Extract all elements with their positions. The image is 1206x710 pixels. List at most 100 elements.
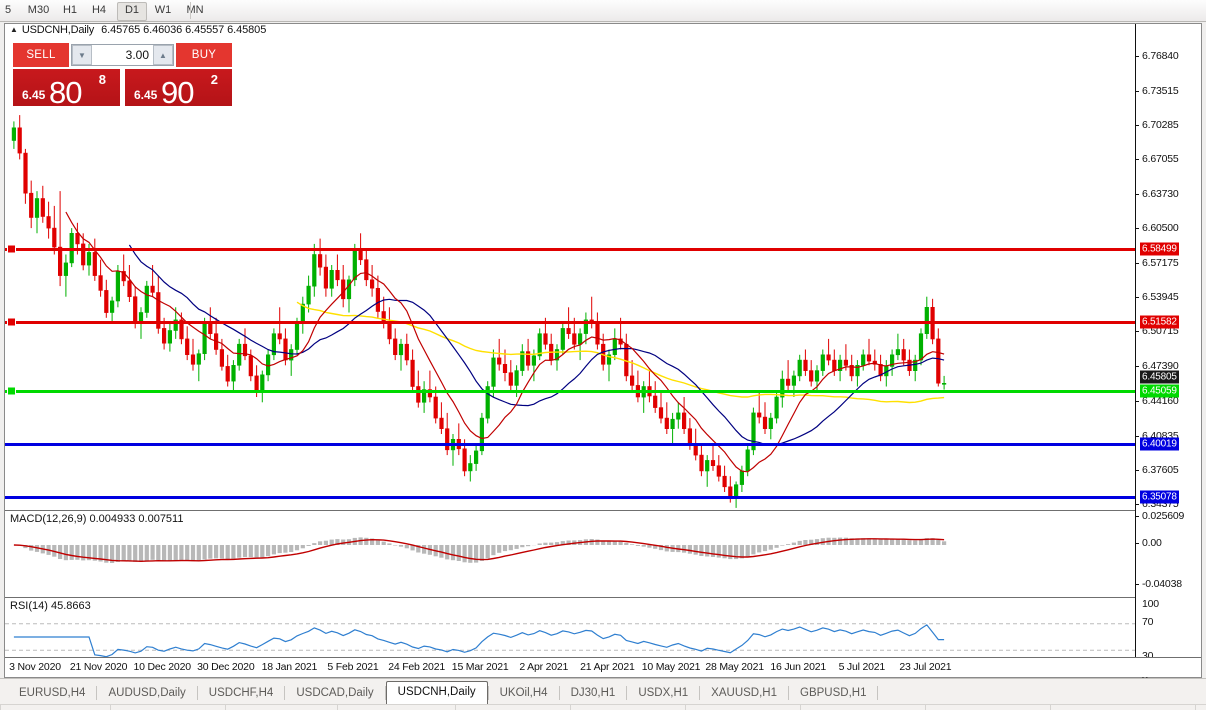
sell-price-prefix: 6.45 — [22, 88, 46, 102]
axis-price-label: 6.60500 — [1142, 222, 1179, 235]
date-label: 5 Jul 2021 — [838, 661, 886, 673]
macd-pane[interactable]: MACD(12,26,9) 0.004933 0.007511 — [5, 511, 1201, 597]
date-label: 2 Apr 2021 — [519, 661, 569, 673]
tab-divider — [284, 686, 286, 700]
rsi-scale-label: 30 — [1142, 650, 1154, 662]
axis-price-label: 6.47390 — [1142, 360, 1179, 373]
axis-tick — [1135, 124, 1139, 126]
date-label: 28 May 2021 — [705, 661, 764, 673]
tab-divider — [699, 686, 701, 700]
axis-price-label: 6.67055 — [1142, 152, 1179, 165]
buy-price-prefix: 6.45 — [134, 88, 158, 102]
timeframe-m30[interactable]: M30 — [27, 4, 50, 16]
chart-ohlc-values: 6.45765 6.46036 6.45557 6.45805 — [101, 24, 267, 36]
tab-divider — [96, 686, 98, 700]
macd-tick — [1135, 584, 1139, 585]
sell-price-fraction: 8 — [98, 72, 106, 87]
symbol-tab-bar[interactable]: EURUSD,H4 AUDUSD,Daily USDCHF,H4 USDCAD,Dai… — [0, 678, 1206, 710]
timeframe-mn[interactable]: MN — [186, 4, 204, 16]
symbol-tab-xauusd[interactable]: XAUUSD,H1 — [711, 687, 777, 699]
symbol-tab-audusd[interactable]: AUDUSD,Daily — [108, 687, 186, 699]
symbol-tab-usdcnh[interactable]: USDCNH,Daily — [385, 681, 488, 705]
level-line-resistance-upper[interactable] — [5, 248, 1135, 252]
rsi-scale-label: 0 — [1142, 671, 1148, 683]
timeframe-h1[interactable]: H1 — [62, 4, 78, 16]
tab-divider — [788, 686, 789, 700]
level-price-tag-support-green[interactable]: 6.45059 — [1140, 384, 1179, 398]
level-price-tag-support-blue-1[interactable]: 6.40019 — [1140, 437, 1179, 451]
date-axis: 3 Nov 2020 21 Nov 2020 10 Dec 2020 30 Dec 2… — [5, 657, 1201, 677]
axis-tick — [1135, 503, 1139, 505]
volume-increase-icon[interactable]: ▲ — [153, 45, 173, 65]
axis-tick — [1135, 228, 1139, 230]
level-price-tag-resistance-upper[interactable]: 6.58499 — [1140, 242, 1179, 256]
date-label: 21 Apr 2021 — [580, 661, 635, 673]
timeframe-5[interactable]: 5 — [4, 4, 12, 16]
level-handle[interactable] — [7, 244, 16, 254]
volume-value: 3.00 — [125, 48, 149, 62]
pane-separator-2 — [5, 597, 1201, 598]
timeframe-w1[interactable]: W1 — [154, 4, 172, 16]
collapse-triangle-icon[interactable]: ▲ — [10, 25, 18, 34]
level-handle[interactable] — [7, 386, 16, 396]
level-line-support-green[interactable] — [5, 390, 1135, 394]
symbol-tab-dj30[interactable]: DJ30,H1 — [570, 687, 616, 699]
timeframe-h4[interactable]: H4 — [91, 4, 107, 16]
pane-separator-1 — [5, 510, 1201, 511]
trade-controls-row: SELL ▼ 3.00 ▲ BUY — [13, 43, 232, 67]
buy-price-fraction: 2 — [210, 72, 218, 87]
macd-scale-label: -0.04038 — [1142, 578, 1182, 590]
tab-divider — [487, 686, 489, 700]
timeframe-d1[interactable]: D1 — [117, 2, 147, 21]
level-price-tag-resistance-lower[interactable]: 6.51582 — [1140, 315, 1179, 329]
sell-price-block[interactable]: 6.45 80 8 — [13, 69, 120, 106]
chart-window[interactable]: ▲ USDCNH,Daily 6.45765 6.46036 6.45557 6.4… — [4, 23, 1202, 683]
price-axis[interactable]: 6.76840 6.73515 6.70285 6.67055 6.63730 6.605… — [1135, 24, 1201, 683]
symbol-tab-eurusd[interactable]: EURUSD,H4 — [19, 687, 86, 699]
symbol-tab-usdx[interactable]: USDX,H1 — [638, 687, 689, 699]
axis-tick — [1135, 55, 1139, 57]
axis-tick — [1135, 366, 1139, 368]
level-line-support-blue-2[interactable] — [5, 495, 1135, 499]
candlestick-chart — [11, 115, 947, 508]
tab-divider — [196, 686, 198, 700]
tab-divider — [626, 686, 628, 700]
date-label: 15 Mar 2021 — [451, 661, 509, 673]
level-price-tag-support-blue-2[interactable]: 6.35078 — [1140, 490, 1179, 503]
level-line-resistance-lower[interactable] — [5, 321, 1135, 325]
axis-price-label: 6.53945 — [1142, 291, 1179, 304]
toolbar-divider — [190, 2, 191, 19]
buy-button[interactable]: BUY — [176, 43, 232, 67]
macd-tick — [1135, 543, 1139, 544]
volume-decrease-icon[interactable]: ▼ — [72, 45, 92, 65]
symbol-tab-usdchf[interactable]: USDCHF,H4 — [208, 687, 274, 699]
tabbar-slots — [0, 705, 1206, 710]
symbol-tab-ukoil[interactable]: UKOil,H4 — [499, 687, 548, 699]
axis-tick — [1135, 400, 1139, 402]
volume-input[interactable]: ▼ 3.00 ▲ — [71, 44, 174, 66]
chart-symbol-label: USDCNH,Daily — [21, 24, 95, 36]
level-handle[interactable] — [7, 317, 16, 327]
axis-vertical-line — [1135, 24, 1136, 677]
one-click-trading-panel[interactable]: SELL ▼ 3.00 ▲ BUY 6.45 80 8 6.45 90 2 — [13, 43, 232, 106]
price-pane[interactable] — [5, 38, 1201, 510]
macd-scale-label: 0.025609 — [1142, 510, 1185, 522]
date-label: 3 Nov 2020 — [9, 661, 61, 673]
date-label: 16 Jun 2021 — [770, 661, 826, 673]
axis-tick — [1135, 193, 1139, 195]
axis-tick — [1135, 469, 1139, 471]
rsi-label: RSI(14) 45.8663 — [10, 600, 91, 612]
symbol-tab-usdcad[interactable]: USDCAD,Daily — [296, 687, 374, 699]
macd-chart — [13, 537, 947, 563]
level-line-support-blue-1[interactable] — [5, 443, 1135, 447]
date-label: 5 Feb 2021 — [327, 661, 379, 673]
date-label: 10 Dec 2020 — [133, 661, 192, 673]
timeframe-toolbar: 5 M30 H1 H4 D1 W1 MN — [0, 0, 1206, 22]
buy-price-block[interactable]: 6.45 90 2 — [125, 69, 232, 106]
current-price-tag: 6.45805 — [1140, 370, 1179, 384]
tabbar-underline — [0, 704, 1206, 705]
sell-button[interactable]: SELL — [13, 43, 69, 67]
symbol-tab-gbpusd[interactable]: GBPUSD,H1 — [800, 687, 867, 699]
rsi-scale-label: 100 — [1142, 598, 1159, 610]
